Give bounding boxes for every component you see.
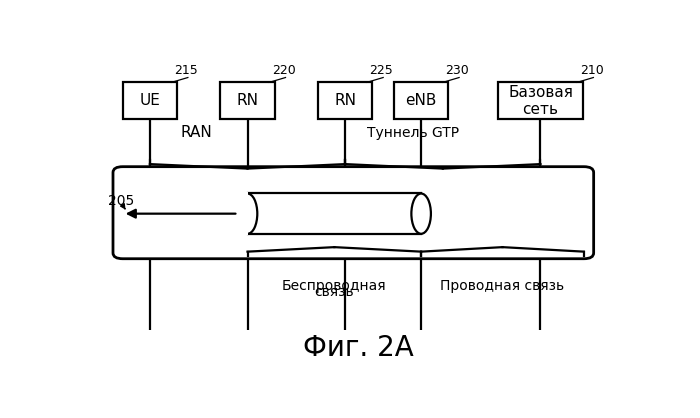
Text: 210: 210 — [580, 64, 603, 77]
Ellipse shape — [412, 194, 431, 234]
Text: связь: связь — [314, 285, 354, 299]
Bar — [394, 82, 448, 120]
Text: 225: 225 — [370, 64, 393, 77]
Text: Беспроводная: Беспроводная — [282, 279, 386, 293]
Text: UE: UE — [139, 93, 160, 108]
Text: Проводная связь: Проводная связь — [440, 279, 565, 293]
Bar — [122, 82, 177, 120]
FancyBboxPatch shape — [113, 167, 594, 259]
Bar — [226, 192, 248, 235]
Bar — [318, 82, 372, 120]
Bar — [220, 82, 274, 120]
Text: 205: 205 — [108, 194, 134, 209]
Text: Туннель GTP: Туннель GTP — [367, 126, 459, 140]
Text: 220: 220 — [272, 64, 295, 77]
Text: 230: 230 — [446, 64, 469, 77]
Text: Базовая
сеть: Базовая сеть — [508, 85, 573, 117]
Text: 215: 215 — [174, 64, 198, 77]
Text: eNB: eNB — [405, 93, 437, 108]
Text: RAN: RAN — [180, 125, 212, 140]
Text: Фиг. 2А: Фиг. 2А — [303, 334, 414, 362]
Text: RN: RN — [237, 93, 258, 108]
Text: RN: RN — [334, 93, 356, 108]
Bar — [498, 82, 582, 120]
Ellipse shape — [238, 194, 258, 234]
